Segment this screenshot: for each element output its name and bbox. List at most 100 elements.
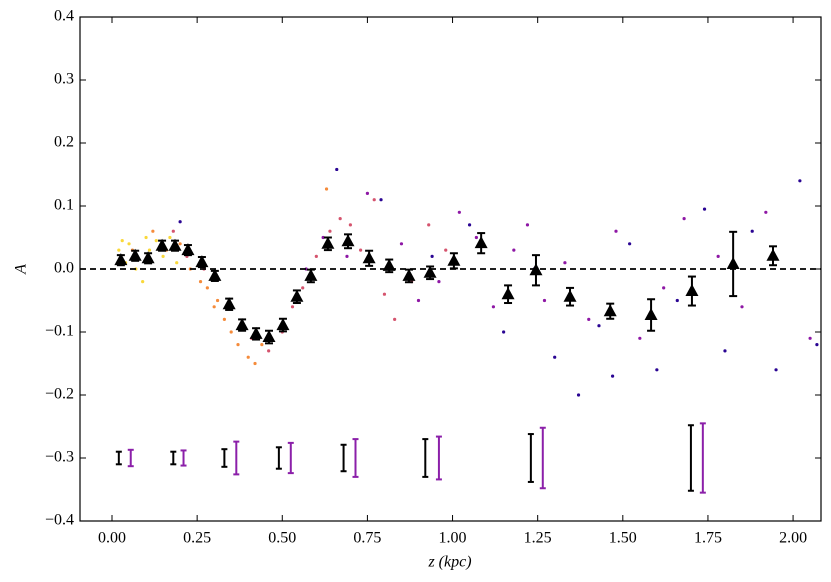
error-bar <box>422 438 429 478</box>
y-tick-label: −0.2 <box>45 386 74 403</box>
x-tick-label: 0.50 <box>268 530 296 547</box>
y-tick-label: 0.1 <box>54 197 74 214</box>
triangle-marker <box>529 263 543 276</box>
y-tick-label: −0.1 <box>45 323 74 340</box>
dot <box>222 317 226 321</box>
triangle-marker <box>222 297 236 310</box>
dot <box>161 254 165 258</box>
dot <box>205 286 209 290</box>
error-bar <box>221 448 228 468</box>
triangle-marker <box>181 243 195 256</box>
x-tick-label: 1.25 <box>524 530 552 547</box>
error-bar <box>527 433 534 483</box>
dot <box>815 343 819 347</box>
y-tick-label: 0.3 <box>54 71 74 88</box>
x-tick-label: 0.75 <box>353 530 381 547</box>
triangle-marker <box>128 248 142 261</box>
dot <box>563 261 567 265</box>
dot <box>628 242 632 246</box>
dot <box>151 229 155 233</box>
dot <box>808 336 812 340</box>
dot <box>260 343 264 347</box>
triangle-marker <box>249 326 263 339</box>
triangle-marker <box>262 330 276 343</box>
triangle-marker <box>766 248 780 261</box>
dot <box>716 254 720 258</box>
dot <box>253 361 257 366</box>
dot <box>525 223 530 227</box>
dot <box>127 242 131 246</box>
error-bar <box>127 448 134 468</box>
dot <box>198 280 203 284</box>
dot <box>267 349 271 353</box>
triangle-marker <box>114 253 128 266</box>
x-tick-label: 1.75 <box>694 530 722 547</box>
dot <box>655 368 659 372</box>
dot <box>416 298 421 303</box>
dot <box>144 235 148 240</box>
x-tick-label: 2.00 <box>779 530 807 547</box>
triangle-marker <box>382 258 396 271</box>
dot <box>120 239 124 243</box>
dot <box>171 229 175 233</box>
dot <box>764 210 768 214</box>
dot <box>427 223 431 227</box>
dot <box>702 207 707 211</box>
triangle-marker <box>304 268 318 281</box>
dot <box>365 191 370 195</box>
dot <box>236 343 240 347</box>
triangle-marker <box>501 287 515 300</box>
triangle-marker <box>208 268 222 281</box>
triangle-marker <box>168 238 182 251</box>
dot <box>154 239 158 243</box>
dot <box>175 261 179 265</box>
triangle-marker <box>644 307 658 320</box>
dot <box>314 254 318 258</box>
dot <box>610 374 615 378</box>
x-axis-label: z (kpc) <box>427 554 471 571</box>
dot <box>682 217 686 221</box>
dot <box>335 167 339 172</box>
dot <box>512 248 516 252</box>
dot <box>502 330 506 334</box>
dot <box>229 330 233 334</box>
dot <box>750 229 754 233</box>
error-bar <box>115 450 122 466</box>
dot <box>474 235 478 240</box>
error-bar <box>435 435 442 481</box>
x-tick-label: 0.00 <box>98 530 126 547</box>
error-bar <box>170 450 177 466</box>
y-tick-label: −0.4 <box>45 512 74 529</box>
dot <box>345 254 349 258</box>
dot <box>301 286 305 290</box>
error-bar <box>180 449 187 467</box>
triangle-marker <box>447 253 461 266</box>
dot <box>576 393 581 397</box>
triangle-marker <box>341 234 355 247</box>
dot <box>638 336 642 340</box>
x-tick-label: 1.50 <box>609 530 637 547</box>
triangle-marker <box>290 289 304 302</box>
dot <box>372 198 376 202</box>
triangle-marker <box>276 318 290 331</box>
dot <box>168 235 172 240</box>
triangle-marker <box>423 265 437 278</box>
dot <box>740 305 744 309</box>
dot <box>147 248 152 252</box>
x-tick-label: 0.25 <box>183 530 211 547</box>
triangle-marker <box>474 236 488 249</box>
dot <box>467 223 472 227</box>
error-bar <box>340 443 347 473</box>
triangle-marker <box>563 289 577 302</box>
dot <box>553 355 557 359</box>
dot <box>212 305 216 309</box>
dot <box>437 280 441 284</box>
dot <box>215 298 220 303</box>
dot <box>324 187 329 191</box>
error-bar <box>687 424 694 492</box>
dot <box>348 223 352 227</box>
dot <box>141 280 145 284</box>
triangle-marker <box>402 268 416 281</box>
dot <box>774 368 778 372</box>
